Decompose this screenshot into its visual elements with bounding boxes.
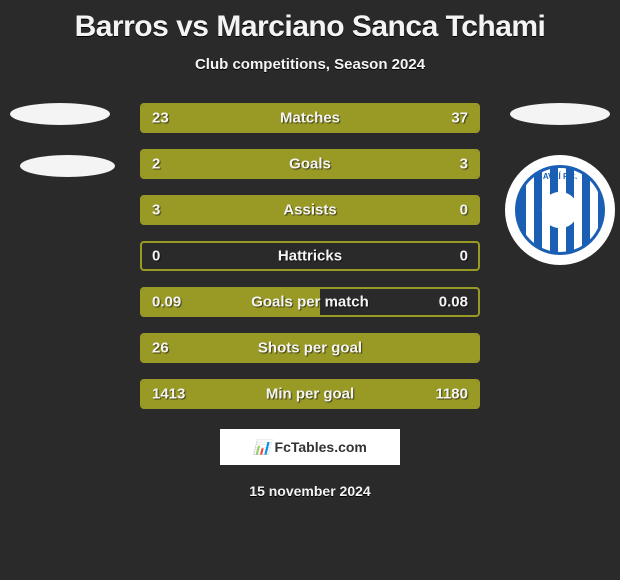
- page-title: Barros vs Marciano Sanca Tchami: [0, 0, 620, 44]
- stat-label: Hattricks: [142, 248, 478, 265]
- stat-value-right: 0.08: [439, 294, 468, 311]
- stat-row: 0Hattricks0: [140, 241, 480, 271]
- comparison-content: AVAÍ F.C. 23Matches372Goals33Assists00Ha…: [0, 103, 620, 409]
- stat-value-right: 0: [460, 248, 468, 265]
- avai-logo-text: AVAÍ F.C.: [518, 172, 602, 181]
- stat-label: Shots per goal: [142, 340, 478, 357]
- right-team-logo: AVAÍ F.C.: [505, 155, 615, 265]
- footer-brand: 📊 FcTables.com: [220, 429, 400, 465]
- subtitle: Club competitions, Season 2024: [0, 56, 620, 73]
- left-team-badge-1: [10, 103, 110, 125]
- left-team-badge-2: [20, 155, 115, 177]
- stat-label: Goals per match: [142, 294, 478, 311]
- stat-row: 2Goals3: [140, 149, 480, 179]
- stat-label: Min per goal: [142, 386, 478, 403]
- avai-logo-icon: AVAÍ F.C.: [515, 165, 605, 255]
- stat-label: Matches: [142, 110, 478, 127]
- stat-row: 0.09Goals per match0.08: [140, 287, 480, 317]
- stat-row: 23Matches37: [140, 103, 480, 133]
- stat-value-right: 0: [460, 202, 468, 219]
- stat-row: 3Assists0: [140, 195, 480, 225]
- stat-row: 1413Min per goal1180: [140, 379, 480, 409]
- chart-icon: 📊: [253, 439, 270, 456]
- stat-value-right: 3: [460, 156, 468, 173]
- footer-date: 15 november 2024: [0, 483, 620, 499]
- footer-brand-text: FcTables.com: [275, 439, 367, 455]
- stat-label: Assists: [142, 202, 478, 219]
- stats-bars: 23Matches372Goals33Assists00Hattricks00.…: [140, 103, 480, 409]
- stat-value-right: 37: [451, 110, 468, 127]
- stat-label: Goals: [142, 156, 478, 173]
- stat-row: 26Shots per goal: [140, 333, 480, 363]
- right-team-badge-1: [510, 103, 610, 125]
- stat-value-right: 1180: [435, 386, 468, 403]
